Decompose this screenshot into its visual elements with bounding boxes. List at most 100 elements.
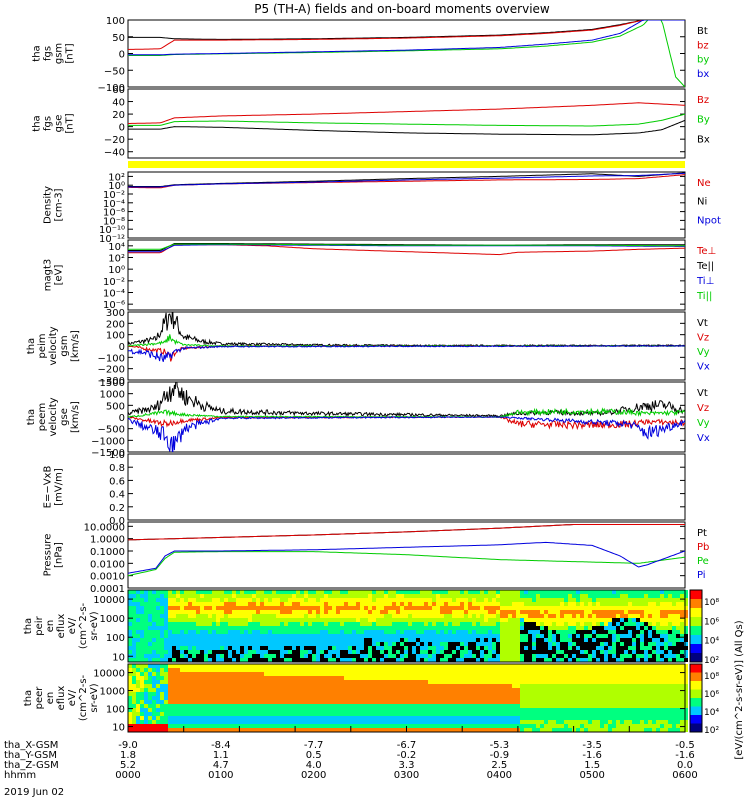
spectrogram-cell — [236, 594, 240, 598]
spectrogram-cell — [424, 700, 428, 704]
spectrogram-cell — [264, 716, 268, 720]
spectrogram-cell — [376, 704, 380, 708]
spectrogram-cell — [484, 716, 488, 720]
spectrogram-cell — [236, 622, 240, 626]
spectrogram-cell — [380, 728, 384, 732]
spectrogram-cell — [216, 684, 220, 688]
spectrogram-cell — [632, 610, 636, 614]
spectrogram-cell — [416, 602, 420, 606]
spectrogram-cell — [376, 708, 380, 712]
spectrogram-cell — [300, 684, 304, 688]
spectrogram-cell — [572, 614, 576, 618]
spectrogram-cell — [504, 658, 508, 662]
spectrogram-cell — [444, 658, 448, 662]
spectrogram-cell — [608, 618, 612, 622]
spectrogram-cell — [160, 708, 164, 712]
spectrogram-cell — [640, 590, 644, 594]
spectrogram-cell — [548, 646, 552, 650]
spectrogram-cell — [248, 676, 252, 680]
spectrogram-cell — [448, 654, 452, 658]
spectrogram-cell — [640, 664, 644, 668]
spectrogram-cell — [176, 692, 180, 696]
spectrogram-cell — [364, 688, 368, 692]
spectrogram-cell — [620, 606, 624, 610]
spectrogram-cell — [412, 728, 416, 732]
spectrogram-cell — [464, 688, 468, 692]
spectrogram-cell — [408, 716, 412, 720]
spectrogram-cell — [556, 680, 560, 684]
spectrogram-cell — [556, 676, 560, 680]
spectrogram-cell — [272, 676, 276, 680]
spectrogram-cell — [388, 634, 392, 638]
spectrogram-cell — [256, 634, 260, 638]
spectrogram-cell — [276, 700, 280, 704]
spectrogram-cell — [556, 610, 560, 614]
spectrogram-cell — [444, 708, 448, 712]
spectrogram-cell — [604, 638, 608, 642]
spectrogram-cell — [500, 680, 504, 684]
spectrogram-cell — [480, 606, 484, 610]
spectrogram-cell — [476, 622, 480, 626]
spectrogram-cell — [288, 606, 292, 610]
spectrogram-cell — [500, 716, 504, 720]
spectrogram-cell — [500, 684, 504, 688]
spectrogram-cell — [544, 658, 548, 662]
spectrogram-cell — [664, 594, 668, 598]
spectrogram-cell — [472, 634, 476, 638]
spectrogram-cell — [356, 594, 360, 598]
spectrogram-cell — [328, 692, 332, 696]
spectrogram-cell — [360, 590, 364, 594]
spectrogram-cell — [316, 708, 320, 712]
spectrogram-cell — [584, 606, 588, 610]
spectrogram-cell — [152, 590, 156, 594]
spectrogram-cell — [396, 664, 400, 668]
spectrogram-cell — [452, 590, 456, 594]
spectrogram-cell — [676, 658, 680, 662]
spectrogram-cell — [524, 684, 528, 688]
spectrogram-cell — [588, 708, 592, 712]
spectrogram-cell — [460, 672, 464, 676]
spectrogram-cell — [544, 680, 548, 684]
spectrogram-cell — [128, 704, 132, 708]
spectrogram-cell — [404, 642, 408, 646]
spectrogram-cell — [316, 590, 320, 594]
spectrogram-cell — [436, 630, 440, 634]
spectrogram-cell — [524, 618, 528, 622]
spectrogram-cell — [496, 712, 500, 716]
spectrogram-cell — [564, 654, 568, 658]
spectrogram-cell — [536, 658, 540, 662]
spectrogram-cell — [504, 696, 508, 700]
spectrogram-cell — [484, 692, 488, 696]
spectrogram-cell — [360, 658, 364, 662]
spectrogram-cell — [200, 684, 204, 688]
spectrogram-cell — [304, 716, 308, 720]
spectrogram-cell — [496, 594, 500, 598]
spectrogram-cell — [240, 676, 244, 680]
spectrogram-cell — [256, 676, 260, 680]
spectrogram-cell — [216, 676, 220, 680]
spectrogram-cell — [348, 590, 352, 594]
spectrogram-cell — [240, 700, 244, 704]
spectrogram-cell — [304, 700, 308, 704]
spectrogram-cell — [596, 684, 600, 688]
spectrogram-cell — [332, 712, 336, 716]
spectrogram-cell — [336, 642, 340, 646]
spectrogram-cell — [648, 606, 652, 610]
spectrogram-cell — [228, 664, 232, 668]
spectrogram-cell — [496, 672, 500, 676]
spectrogram-cell — [632, 634, 636, 638]
spectrogram-cell — [380, 638, 384, 642]
spectrogram-cell — [600, 642, 604, 646]
spectrogram-cell — [220, 716, 224, 720]
spectrogram-cell — [540, 716, 544, 720]
spectrogram-cell — [492, 720, 496, 724]
spectrogram-cell — [156, 646, 160, 650]
spectrogram-cell — [344, 606, 348, 610]
spectrogram-cell — [260, 676, 264, 680]
spectrogram-cell — [532, 692, 536, 696]
spectrogram-cell — [336, 680, 340, 684]
spectrogram-cell — [236, 646, 240, 650]
y-axis-label: [cm-3] — [54, 188, 65, 221]
spectrogram-cell — [268, 712, 272, 716]
spectrogram-cell — [460, 676, 464, 680]
